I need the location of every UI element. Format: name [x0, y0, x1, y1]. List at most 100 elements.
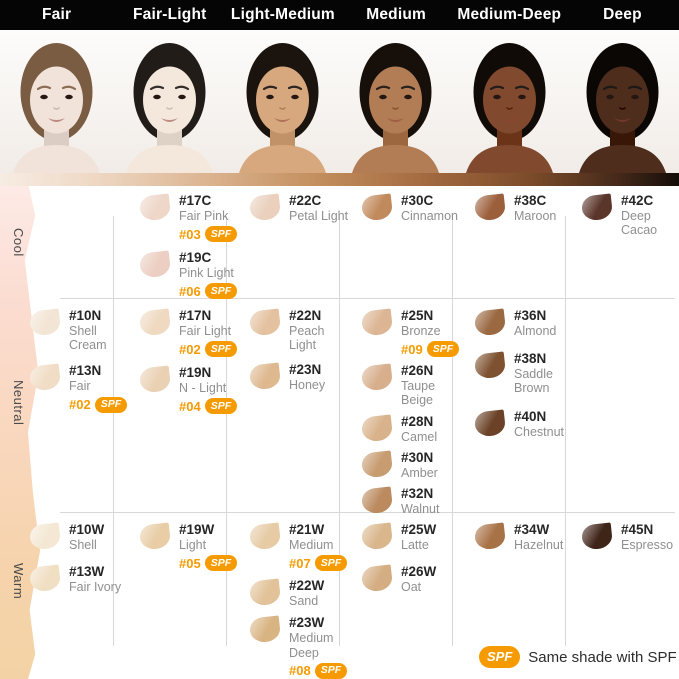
shade-swatch	[28, 564, 62, 593]
shade-swatch	[360, 486, 394, 515]
category-label-medium: Medium	[366, 6, 426, 23]
shade-swatch	[138, 250, 172, 279]
shade-item: #22N Peach Light	[248, 308, 351, 352]
shade-swatch	[248, 522, 282, 551]
shade-item: #34W Hazelnut	[473, 522, 563, 552]
spf-badge: SPF	[204, 341, 238, 358]
spf-badge: SPF	[204, 283, 238, 300]
shade-code: #17C	[179, 193, 212, 208]
category-label-light-medium: Light-Medium	[230, 6, 335, 23]
shade-code: #38C	[514, 193, 547, 208]
spf-badge: SPF	[314, 662, 348, 679]
shade-code: #19W	[179, 522, 215, 537]
shade-cell-warm-light-medium: #21W Medium #07 SPF #22W Sand #23W Medium Deep #…	[248, 522, 351, 679]
shade-code: #10W	[69, 522, 105, 537]
category-label-fair: Fair	[41, 6, 72, 23]
shade-name: Maroon	[514, 208, 557, 223]
shade-name: Almond	[514, 323, 557, 338]
shade-swatch	[360, 414, 394, 443]
shade-name: Medium	[289, 537, 334, 552]
shade-code: #22C	[289, 193, 322, 208]
shade-swatch	[473, 193, 507, 222]
shade-name: Oat	[401, 580, 422, 595]
model-face-medium-deep	[452, 30, 566, 173]
shade-item: #45N Espresso	[580, 522, 673, 552]
shade-code: #40N	[514, 408, 547, 424]
undertone-label-warm: Warm	[11, 563, 26, 600]
shade-item: #17N Fair Light #02 SPF	[138, 308, 238, 358]
shade-item: #21W Medium #07 SPF	[248, 522, 351, 572]
shade-cell-neutral-medium-deep: #36N Almond #38N Saddle Brown #40N Chestnut	[473, 308, 576, 439]
shade-item: #10N Shell Cream	[28, 308, 131, 352]
spf-legend-text: Same shade with SPF	[528, 648, 677, 666]
spf-badge: SPF	[479, 646, 521, 668]
column-divider	[226, 216, 227, 646]
shade-cell-neutral-medium: #25N Bronze #09 SPF #26N Taupe Beige #28N Camel…	[360, 308, 463, 516]
shade-item: #22C Petal Light	[248, 193, 349, 223]
shade-spf: #09 SPF	[401, 341, 460, 358]
shade-code: #13N	[69, 363, 102, 379]
shade-code: #38N	[514, 351, 547, 367]
shade-cell-warm-deep: #45N Espresso	[580, 522, 673, 552]
undertone-label-neutral: Neutral	[11, 380, 26, 426]
shade-swatch	[28, 308, 62, 337]
shade-swatch	[360, 308, 394, 337]
shade-swatch	[360, 193, 394, 222]
category-label-deep: Deep	[603, 6, 642, 23]
shade-item: #19C Pink Light #06 SPF	[138, 250, 238, 300]
shade-item: #42C Deep Cacao	[580, 193, 679, 238]
model-face-fair	[0, 30, 114, 173]
shade-cell-cool-medium-deep: #38C Maroon	[473, 193, 557, 223]
shade-cell-neutral-light-medium: #22N Peach Light #23N Honey	[248, 308, 351, 393]
shade-cell-warm-medium: #25W Latte #26W Oat	[360, 522, 437, 595]
shade-code: #25W	[401, 522, 437, 537]
shade-code: #21W	[289, 522, 325, 537]
shade-name: Saddle Brown	[514, 367, 553, 396]
category-label-medium-deep: Medium-Deep	[457, 6, 562, 23]
shade-name: Walnut	[401, 501, 440, 516]
spf-badge: SPF	[204, 398, 238, 415]
shade-spf: #02 SPF	[179, 341, 238, 358]
shade-cell-neutral-fair-light: #17N Fair Light #02 SPF #19N N - Light #04 SPF	[138, 308, 238, 415]
shade-spf: #08 SPF	[289, 662, 351, 679]
model-faces	[0, 30, 679, 173]
undertone-sidebar	[0, 186, 40, 679]
shade-swatch	[248, 193, 282, 222]
shade-code: #10N	[69, 308, 102, 323]
shade-item: #10W Shell	[28, 522, 121, 552]
shade-swatch	[473, 409, 507, 438]
shade-code: #30C	[401, 193, 434, 208]
shade-swatch	[138, 365, 172, 394]
shade-item: #17C Fair Pink #03 SPF	[138, 193, 238, 243]
shade-cell-neutral-fair: #10N Shell Cream #13N Fair #02 SPF	[28, 308, 131, 413]
spf-badge: SPF	[314, 555, 348, 572]
shade-swatch	[138, 193, 172, 222]
column-divider	[339, 216, 340, 646]
shade-swatch	[28, 363, 62, 392]
shade-swatch	[248, 615, 282, 644]
shade-cell-warm-fair-light: #19W Light #05 SPF	[138, 522, 238, 572]
shade-name: Cinnamon	[401, 208, 458, 223]
model-face-deep	[565, 30, 679, 173]
shade-cell-cool-deep: #42C Deep Cacao	[580, 193, 679, 238]
shade-name: Petal Light	[289, 208, 349, 223]
shade-name: Fair Ivory	[69, 580, 122, 595]
shade-item: #13W Fair Ivory	[28, 564, 122, 595]
spf-shade-code: #07	[289, 555, 311, 571]
model-face-fair-light	[113, 30, 227, 173]
shade-name: Deep Cacao	[621, 208, 658, 238]
shade-code: #42C	[621, 193, 654, 208]
shade-swatch	[248, 578, 282, 607]
model-face-medium	[339, 30, 453, 173]
shade-item: #23N Honey	[248, 362, 351, 392]
shade-spf: #02 SPF	[69, 396, 128, 413]
shade-name: Sand	[289, 594, 319, 609]
shade-swatch	[138, 522, 172, 551]
shade-swatch	[360, 450, 394, 479]
shade-swatch	[360, 363, 394, 392]
shade-cell-warm-fair: #10W Shell #13W Fair Ivory	[28, 522, 122, 595]
shade-name: Pink Light	[179, 266, 234, 281]
shade-name: Taupe Beige	[401, 379, 436, 408]
shade-swatch	[138, 308, 172, 337]
